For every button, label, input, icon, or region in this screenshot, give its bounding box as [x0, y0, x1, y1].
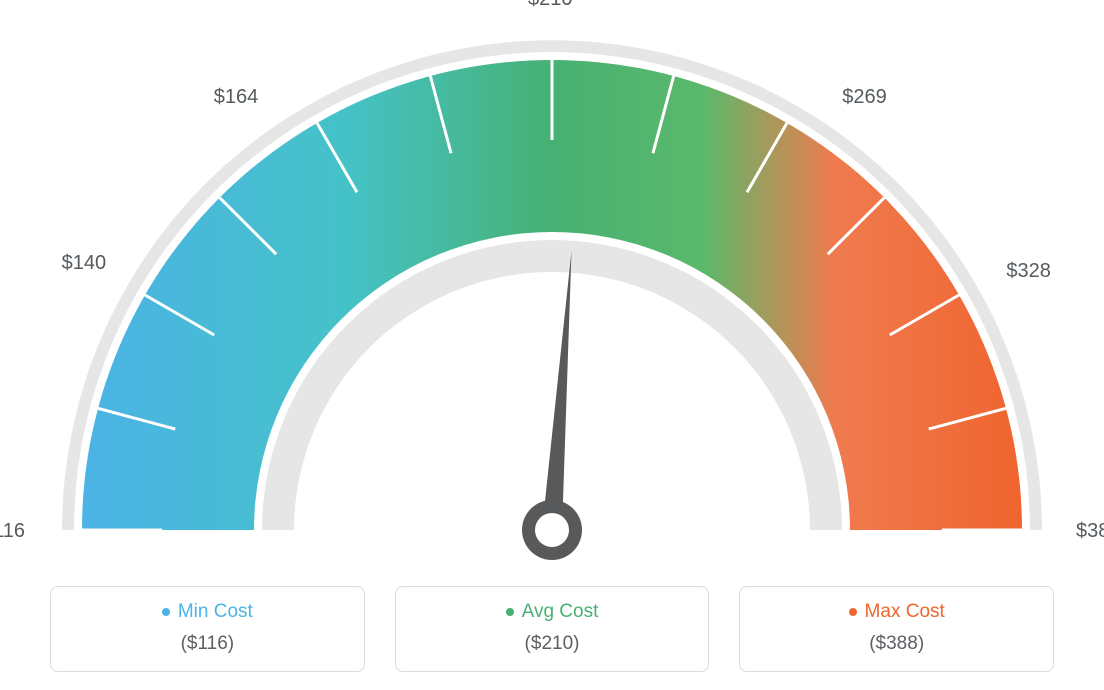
legend-card-min: Min Cost ($116): [50, 586, 365, 672]
legend-title: Avg Cost: [506, 601, 599, 623]
legend-value: ($210): [406, 633, 699, 655]
legend-label: Min Cost: [178, 601, 253, 623]
gauge-tick-label: $116: [0, 520, 25, 543]
legend-label: Avg Cost: [522, 601, 599, 623]
legend-card-max: Max Cost ($388): [739, 586, 1054, 672]
legend-card-avg: Avg Cost ($210): [395, 586, 710, 672]
legend-value: ($388): [750, 633, 1043, 655]
gauge-svg: [0, 0, 1104, 580]
gauge-tick-label: $140: [62, 252, 107, 275]
cost-gauge-infographic: { "gauge": { "type": "gauge", "cx": 552,…: [0, 0, 1104, 690]
legend-dot-icon: [506, 608, 514, 616]
legend-row: Min Cost ($116) Avg Cost ($210) Max Cost…: [50, 586, 1054, 672]
legend-label: Max Cost: [865, 601, 945, 623]
gauge-tick-label: $388: [1076, 520, 1104, 543]
gauge-tick-label: $328: [1006, 260, 1051, 283]
gauge-tick-label: $164: [214, 86, 259, 109]
legend-value: ($116): [61, 633, 354, 655]
gauge-tick-label: $269: [842, 86, 887, 109]
gauge-tick-label: $210: [528, 0, 573, 11]
legend-title: Max Cost: [849, 601, 945, 623]
gauge-area: [0, 0, 1104, 580]
legend-dot-icon: [849, 608, 857, 616]
legend-title: Min Cost: [162, 601, 253, 623]
legend-dot-icon: [162, 608, 170, 616]
